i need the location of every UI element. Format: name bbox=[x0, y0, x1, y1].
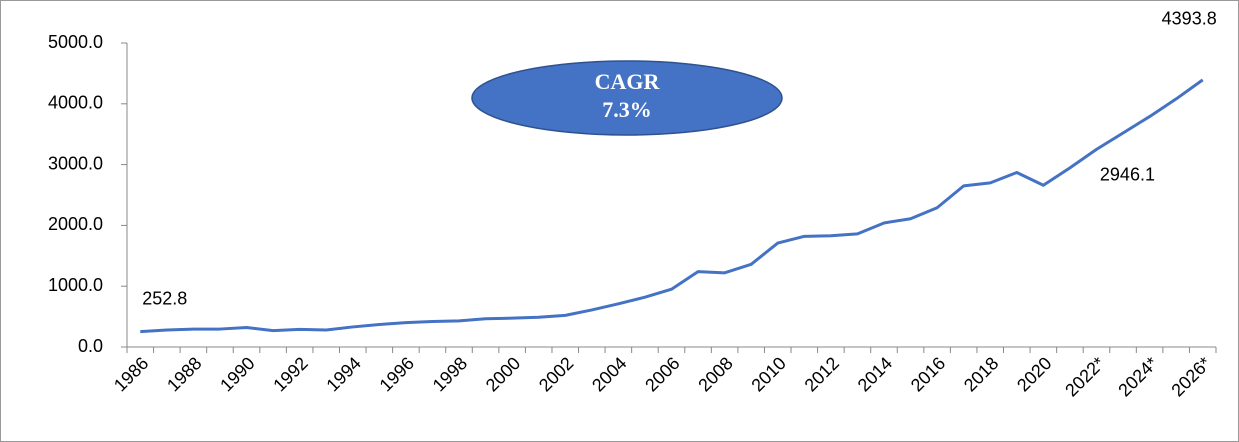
y-tick-label: 0.0 bbox=[78, 336, 103, 356]
annotation-line: 7.3% bbox=[602, 97, 652, 122]
data-label: 2946.1 bbox=[1100, 165, 1155, 185]
data-label: 252.8 bbox=[142, 288, 187, 308]
data-label: 4393.8 bbox=[1162, 9, 1217, 29]
y-tick-label: 3000.0 bbox=[48, 153, 103, 173]
cagr-ellipse bbox=[471, 60, 783, 136]
data-line bbox=[140, 78, 1204, 334]
y-tick-label: 2000.0 bbox=[48, 214, 103, 234]
annotation-line: CAGR bbox=[595, 69, 661, 94]
y-tick-label: 4000.0 bbox=[48, 93, 103, 113]
y-tick-label: 5000.0 bbox=[48, 32, 103, 52]
y-tick-label: 1000.0 bbox=[48, 275, 103, 295]
